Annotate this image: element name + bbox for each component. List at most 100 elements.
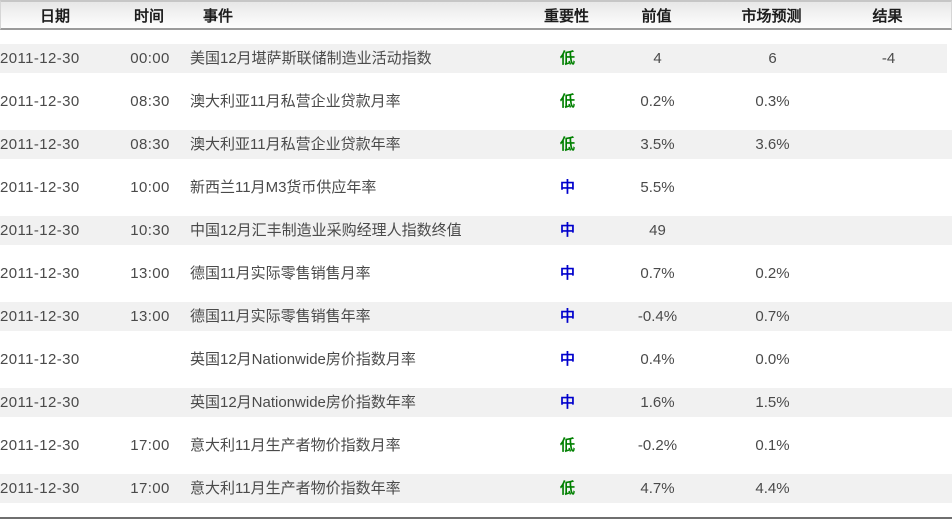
cell-event: 美国12月堪萨斯联储制造业活动指数 (190, 44, 535, 73)
cell-previous: 0.4% (640, 351, 675, 368)
cell-previous: 1.6% (600, 388, 715, 417)
cell-event: 英国12月Nationwide房价指数月率 (190, 351, 416, 368)
cell-event: 意大利11月生产者物价指数月率 (190, 437, 401, 454)
cell-time: 17:00 (110, 474, 190, 503)
cell-event: 英国12月Nationwide房价指数年率 (190, 388, 535, 417)
table-header: 日期 时间 事件 重要性 前值 市场预测 结果 (0, 0, 952, 30)
table-row: 2011-12-30 08:30 澳大利亚11月私营企业贷款月率 低 0.2% 0.3% (0, 87, 952, 116)
cell-result (830, 388, 947, 417)
cell-time: 08:30 (110, 130, 190, 159)
cell-time: 13:00 (130, 265, 170, 282)
cell-previous: -0.4% (600, 302, 715, 331)
table-row: 2011-12-30 10:00 新西兰11月M3货币供应年率 中 5.5% (0, 173, 952, 202)
cell-forecast: 0.0% (755, 351, 790, 368)
cell-event: 德国11月实际零售销售年率 (190, 302, 535, 331)
cell-time (110, 345, 190, 374)
cell-forecast: 1.5% (715, 388, 830, 417)
cell-event: 新西兰11月M3货币供应年率 (190, 179, 377, 196)
column-header-forecast: 市场预测 (741, 7, 802, 25)
table-row: 2011-12-30 10:30 中国12月汇丰制造业采购经理人指数终值中 49 (0, 216, 952, 245)
cell-previous: 3.5% (600, 130, 715, 159)
table-row: 2011-12-30 17:00 意大利11月生产者物价指数月率 低 -0.2% 0.1% (0, 431, 952, 460)
cell-previous: 0.7% (640, 265, 675, 282)
table-row: 2011-12-30 英国12月Nationwide房价指数年率中 1.6% 1.5% (0, 388, 952, 417)
economic-calendar-table: 2011-12-30 00:00 美国12月堪萨斯联储制造业活动指数低 4 6 -4 201… (0, 30, 952, 517)
cell-importance: 低 (559, 437, 575, 454)
row-right-spacer (947, 345, 952, 374)
cell-previous: 4.7% (600, 474, 715, 503)
table-row: 2011-12-30 08:30 澳大利亚11月私营企业贷款年率低 3.5% 3.6% (0, 130, 952, 159)
cell-forecast: 3.6% (715, 130, 830, 159)
cell-importance: 低 (535, 474, 600, 503)
cell-result (830, 345, 947, 374)
table-row: 2011-12-30 13:00 德国11月实际零售销售年率中 -0.4% 0.7% (0, 302, 952, 331)
cell-date: 2011-12-30 (0, 265, 80, 282)
cell-importance: 中 (535, 302, 600, 331)
cell-event: 澳大利亚11月私营企业贷款月率 (190, 93, 401, 110)
cell-previous: 5.5% (640, 179, 675, 196)
column-header-importance: 重要性 (543, 7, 589, 25)
cell-time: 08:30 (130, 93, 170, 110)
row-right-spacer (947, 87, 952, 116)
cell-date: 2011-12-30 (0, 93, 80, 110)
cell-date: 2011-12-30 (0, 351, 80, 368)
cell-result (830, 431, 947, 460)
cell-date: 2011-12-30 (0, 179, 80, 196)
cell-event: 中国12月汇丰制造业采购经理人指数终值 (190, 216, 535, 245)
cell-forecast (715, 216, 830, 245)
cell-importance: 中 (559, 265, 575, 282)
column-header-date: 日期 (39, 7, 70, 25)
row-right-spacer (947, 259, 952, 288)
cell-importance: 中 (535, 388, 600, 417)
cell-forecast: 0.3% (755, 93, 790, 110)
cell-previous: -0.2% (637, 437, 678, 454)
cell-importance: 低 (559, 93, 575, 110)
cell-result (830, 130, 947, 159)
cell-previous: 49 (600, 216, 715, 245)
table-row: 2011-12-30 17:00 意大利11月生产者物价指数年率低 4.7% 4.4% (0, 474, 952, 503)
cell-importance: 中 (559, 351, 575, 368)
cell-result (830, 216, 947, 245)
cell-event: 德国11月实际零售销售月率 (190, 265, 371, 282)
cell-forecast: 0.7% (715, 302, 830, 331)
cell-previous: 0.2% (640, 93, 675, 110)
cell-date: 2011-12-30 (0, 474, 110, 503)
row-right-spacer (947, 130, 952, 159)
cell-date: 2011-12-30 (0, 44, 110, 73)
row-right-spacer (947, 44, 952, 73)
cell-date: 2011-12-30 (0, 437, 80, 454)
cell-result: -4 (830, 44, 947, 73)
cell-time: 17:00 (130, 437, 170, 454)
cell-date: 2011-12-30 (0, 388, 110, 417)
cell-result (830, 87, 947, 116)
cell-forecast: 0.2% (755, 265, 790, 282)
cell-time (110, 388, 190, 417)
cell-result (830, 302, 947, 331)
column-header-previous: 前值 (641, 7, 672, 25)
cell-event: 意大利11月生产者物价指数年率 (190, 474, 535, 503)
cell-importance: 中 (535, 216, 600, 245)
cell-importance: 低 (535, 44, 600, 73)
cell-forecast (715, 173, 830, 202)
row-right-spacer (947, 474, 952, 503)
cell-forecast: 4.4% (715, 474, 830, 503)
cell-result (830, 173, 947, 202)
cell-time: 13:00 (110, 302, 190, 331)
row-right-spacer (947, 302, 952, 331)
cell-event: 澳大利亚11月私营企业贷款年率 (190, 130, 535, 159)
cell-result (830, 474, 947, 503)
cell-importance: 低 (535, 130, 600, 159)
cell-time: 10:30 (110, 216, 190, 245)
table-row: 2011-12-30 13:00 德国11月实际零售销售月率 中 0.7% 0.2% (0, 259, 952, 288)
row-right-spacer (947, 173, 952, 202)
table-row: 2011-12-30 00:00 美国12月堪萨斯联储制造业活动指数低 4 6 -4 (0, 44, 952, 73)
bottom-divider (0, 517, 952, 519)
cell-time: 10:00 (130, 179, 170, 196)
row-right-spacer (947, 388, 952, 417)
cell-date: 2011-12-30 (0, 216, 110, 245)
cell-time: 00:00 (110, 44, 190, 73)
column-header-event: 事件 (203, 7, 234, 25)
table-row: 2011-12-30 英国12月Nationwide房价指数月率 中 0.4% 0.0% (0, 345, 952, 374)
cell-result (830, 259, 947, 288)
